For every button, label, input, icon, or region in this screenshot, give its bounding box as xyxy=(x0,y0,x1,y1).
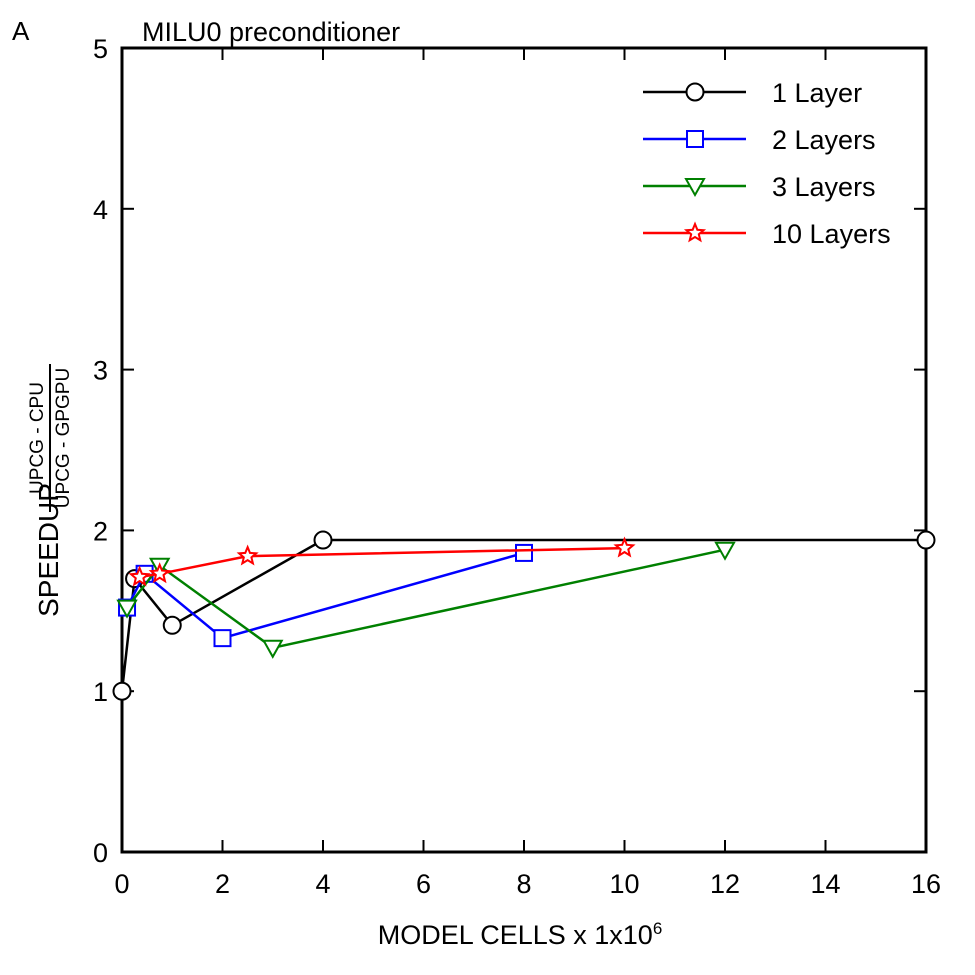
legend-item: 10 Layers xyxy=(643,219,891,249)
x-axis-label: MODEL CELLS x 1x106 xyxy=(378,919,663,950)
y-tick-labels: 0 1 2 3 4 5 xyxy=(93,34,108,868)
data-series xyxy=(112,530,936,701)
square-marker xyxy=(515,543,533,562)
square-marker xyxy=(213,629,232,648)
triangle-marker xyxy=(116,599,138,619)
y-tick-label: 4 xyxy=(93,195,108,225)
x-axis-label-main: MODEL CELLS x 1x10 xyxy=(378,920,653,950)
y-tick-label: 3 xyxy=(93,356,108,386)
x-tick-label: 10 xyxy=(609,869,639,899)
circle-marker xyxy=(313,530,333,550)
triangle-marker xyxy=(262,639,284,659)
square-marker xyxy=(686,130,704,148)
x-tick-label: 4 xyxy=(315,869,330,899)
y-tick-label: 1 xyxy=(93,677,108,707)
star-marker xyxy=(128,565,151,587)
y-tick-label: 2 xyxy=(93,516,108,546)
star-marker xyxy=(683,221,707,243)
x-tick-label: 6 xyxy=(416,869,431,899)
y-axis-label: SPEEDUP UPCG - CPU UPCG - GPGPU xyxy=(27,364,74,617)
series-group xyxy=(116,541,736,659)
star-marker xyxy=(148,562,171,584)
legend-label: 3 Layers xyxy=(772,172,876,202)
x-tick-labels: 0 2 4 6 8 10 12 14 16 xyxy=(114,869,941,899)
x-tick-label: 12 xyxy=(710,869,740,899)
circle-marker xyxy=(916,530,936,550)
axis-ticks xyxy=(121,47,927,853)
x-tick-label: 0 xyxy=(114,869,129,899)
x-tick-label: 2 xyxy=(215,869,230,899)
series-line xyxy=(139,546,625,579)
legend-item: 3 Layers xyxy=(643,172,876,202)
series-line xyxy=(125,551,525,640)
star-marker xyxy=(613,536,636,558)
legend-item: 1 Layer xyxy=(643,78,862,108)
triangle-marker xyxy=(684,178,706,198)
y-tick-label: 5 xyxy=(93,34,108,64)
y-axis-label-denominator: UPCG - GPGPU xyxy=(53,368,74,508)
legend-label: 2 Layers xyxy=(772,125,876,155)
chart-title: MILU0 preconditioner xyxy=(142,17,400,47)
panel-label: A xyxy=(12,16,30,46)
legend-label: 10 Layers xyxy=(772,219,891,249)
circle-marker xyxy=(685,82,705,102)
y-tick-label: 0 xyxy=(93,838,108,868)
x-tick-label: 8 xyxy=(516,869,531,899)
legend-item: 2 Layers xyxy=(643,125,876,155)
x-axis-label-exponent: 6 xyxy=(653,919,662,938)
circle-marker xyxy=(112,681,132,701)
y-axis-label-main: SPEEDUP xyxy=(33,483,64,617)
star-marker xyxy=(236,544,259,566)
legend: 1 Layer 2 Layers 3 Layers 10 Layers xyxy=(643,78,891,249)
series-group xyxy=(118,543,533,648)
triangle-marker xyxy=(714,541,736,561)
legend-label: 1 Layer xyxy=(772,78,862,108)
plot-frame xyxy=(120,46,928,854)
circle-marker xyxy=(162,615,182,635)
x-tick-label: 14 xyxy=(810,869,840,899)
x-tick-label: 16 xyxy=(911,869,941,899)
y-axis-label-numerator: UPCG - CPU xyxy=(27,382,48,494)
series-line xyxy=(126,548,726,650)
series-group xyxy=(128,536,636,587)
